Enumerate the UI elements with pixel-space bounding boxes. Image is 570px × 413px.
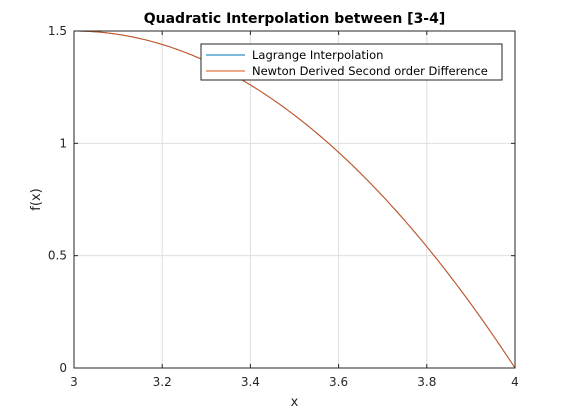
y-tick-label: 0.5 [48,249,67,263]
tick-marks [73,30,516,369]
y-tick-label: 0 [59,361,67,375]
chart-title: Quadratic Interpolation between [3-4] [144,11,446,27]
x-tick-labels: 3 3.2 3.4 3.6 3.8 4 [70,375,519,389]
x-tick-label: 3 [70,375,78,389]
series-layer [73,30,516,369]
x-tick-label: 3.6 [329,375,348,389]
legend: Lagrange Interpolation Newton Derived Se… [200,43,503,81]
y-axis-label: f(x) [29,188,44,210]
series-line-1 [73,30,516,369]
legend-label-lagrange: Lagrange Interpolation [252,48,383,62]
legend-label-newton: Newton Derived Second order Difference [252,64,488,78]
x-tick-label: 3.2 [153,375,172,389]
x-tick-label: 4 [511,375,519,389]
y-tick-label: 1.5 [48,24,67,38]
x-tick-label: 3.8 [417,375,436,389]
y-tick-labels: 0 0.5 1 1.5 [48,24,67,375]
x-tick-label: 3.4 [241,375,260,389]
legend-box [200,43,503,81]
y-tick-label: 1 [59,136,67,150]
x-axis-label: x [291,395,299,410]
plot-area [74,31,515,368]
axes-box [73,30,516,369]
